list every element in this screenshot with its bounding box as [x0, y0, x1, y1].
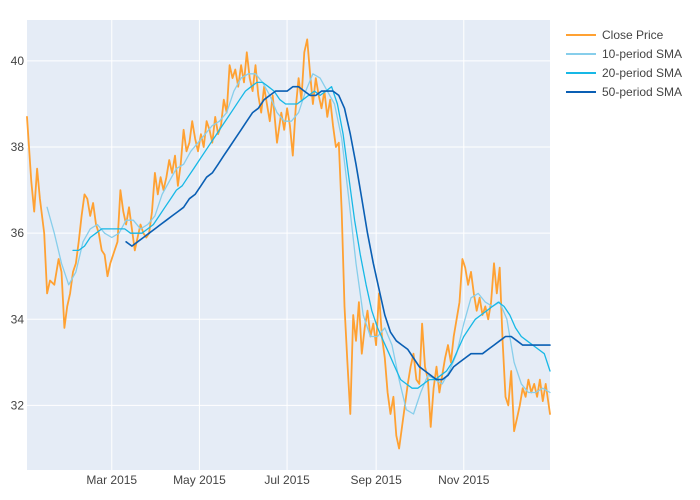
x-axis: Mar 2015 May 2015 Jul 2015 Sep 2015 Nov 2015: [86, 473, 489, 487]
y-tick-label: 38: [11, 140, 25, 154]
y-tick-label: 40: [11, 54, 25, 68]
x-tick-label: Mar 2015: [86, 473, 137, 487]
series-layer: [26, 38, 551, 450]
legend-label: 20-period SMA: [602, 66, 682, 80]
legend-label: 50-period SMA: [602, 85, 682, 99]
series-line-1: [26, 38, 551, 450]
y-tick-label: 32: [11, 398, 25, 412]
legend-item[interactable]: Close Price: [566, 28, 664, 42]
x-tick-label: Sep 2015: [350, 473, 402, 487]
plot-background: [27, 20, 550, 470]
y-tick-label: 36: [11, 226, 25, 240]
x-tick-label: Jul 2015: [264, 473, 310, 487]
y-tick-label: 34: [11, 312, 25, 326]
legend-item[interactable]: 50-period SMA: [566, 85, 682, 99]
legend-label: 10-period SMA: [602, 47, 682, 61]
x-tick-label: May 2015: [173, 473, 226, 487]
series-line-2: [46, 73, 551, 415]
x-tick-label: Nov 2015: [438, 473, 490, 487]
y-axis: 32 34 36 38 40: [11, 54, 25, 412]
series-line-4: [125, 85, 551, 381]
legend-item[interactable]: 20-period SMA: [566, 66, 682, 80]
series-line-3: [72, 81, 551, 389]
legend-label: Close Price: [602, 28, 664, 42]
legend[interactable]: Close Price 10-period SMA 20-period SMA 50-…: [566, 28, 682, 99]
grid: [27, 20, 550, 470]
legend-item[interactable]: 10-period SMA: [566, 47, 682, 61]
